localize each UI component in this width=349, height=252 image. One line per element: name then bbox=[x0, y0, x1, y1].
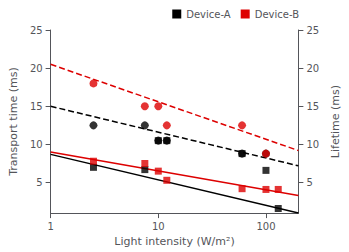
svg-text:25: 25 bbox=[306, 25, 319, 36]
svg-text:10: 10 bbox=[30, 139, 43, 150]
svg-text:5: 5 bbox=[36, 177, 42, 188]
svg-text:25: 25 bbox=[30, 25, 43, 36]
svg-text:15: 15 bbox=[30, 101, 43, 112]
svg-text:10: 10 bbox=[306, 139, 319, 150]
svg-text:5: 5 bbox=[306, 177, 312, 188]
svg-text:Lifetime (ms): Lifetime (ms) bbox=[329, 85, 342, 158]
svg-text:20: 20 bbox=[30, 63, 43, 74]
svg-text:Device-B: Device-B bbox=[255, 9, 299, 20]
svg-text:Transport time (ms): Transport time (ms) bbox=[7, 67, 20, 177]
svg-text:10: 10 bbox=[152, 221, 165, 232]
svg-text:20: 20 bbox=[306, 63, 319, 74]
svg-text:1: 1 bbox=[47, 221, 53, 232]
svg-text:Device-A: Device-A bbox=[186, 9, 231, 20]
svg-text:15: 15 bbox=[306, 101, 319, 112]
svg-text:Light intensity (W/m²): Light intensity (W/m²) bbox=[114, 235, 234, 248]
svg-text:100: 100 bbox=[256, 221, 275, 232]
